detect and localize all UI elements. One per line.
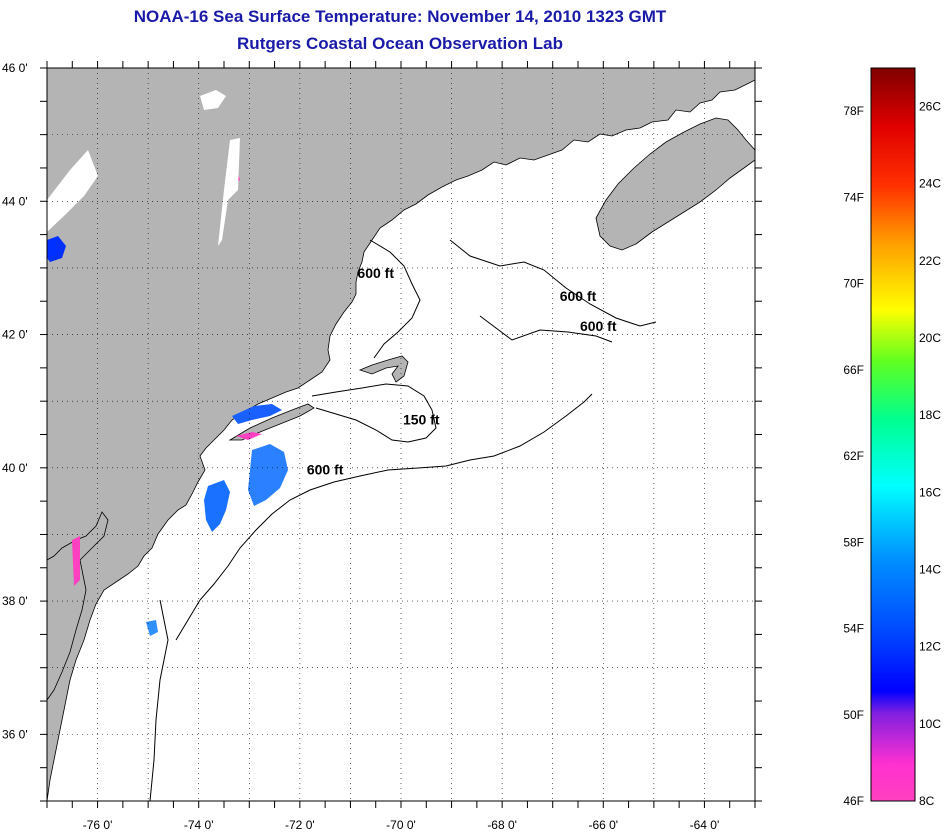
sst-patch-ny-bight xyxy=(204,480,230,532)
colorbar-f-label: 74F xyxy=(843,190,864,204)
lon-tick-label: -74 0' xyxy=(184,818,214,832)
lon-tick-label: -68 0' xyxy=(487,818,517,832)
sst-patch-nj-shelf xyxy=(248,444,288,506)
map-subtitle: Rutgers Coastal Ocean Observation Lab xyxy=(237,34,563,53)
contour-600ft-inner xyxy=(149,599,169,801)
colorbar-c-label: 12C xyxy=(919,640,941,654)
lat-tick-label: 40 0' xyxy=(2,461,28,475)
colorbar-c-label: 22C xyxy=(919,254,941,268)
contour-label: 150 ft xyxy=(403,412,440,428)
colorbar-c-label: 10C xyxy=(919,717,941,731)
contour-600ft-shelfbreak xyxy=(175,393,593,641)
land-cape-cod xyxy=(358,355,409,383)
lon-tick-label: -72 0' xyxy=(285,818,315,832)
colorbar-labels: 46F 50F 54F 58F 62F 66F 70F 74F 78F 8C 10C 12C 14C 16… xyxy=(843,100,941,808)
lat-tick-label: 38 0' xyxy=(2,594,28,608)
colorbar-c-label: 16C xyxy=(919,485,941,499)
colorbar-f-label: 50F xyxy=(843,708,864,722)
map-axes: 46 0' 44 0' 42 0' 40 0' 38 0' 36 0' -76 0' -74 … xyxy=(2,61,762,832)
colorbar-c-label: 8C xyxy=(919,794,935,808)
colorbar-f-label: 62F xyxy=(843,449,864,463)
colorbar-f-label: 78F xyxy=(843,104,864,118)
lake-white xyxy=(200,90,226,110)
lat-tick-label: 42 0' xyxy=(2,328,28,342)
lat-tick-label: 46 0' xyxy=(2,61,28,75)
land-us-mainland xyxy=(47,68,755,801)
sst-patch-chesapeake xyxy=(72,536,80,586)
lat-tick-label: 36 0' xyxy=(2,727,28,741)
contour-labels: 600 ft 600 ft 600 ft 150 ft 600 ft xyxy=(307,265,617,478)
colorbar-f-label: 70F xyxy=(843,277,864,291)
colorbar-f-label: 66F xyxy=(843,363,864,377)
map-grid xyxy=(47,68,755,801)
sst-patch-lake xyxy=(47,236,66,262)
lon-tick-label: -66 0' xyxy=(588,818,618,832)
lake-ontario-edge xyxy=(47,150,98,232)
colorbar-c-label: 20C xyxy=(919,331,941,345)
lon-tick-label: -76 0' xyxy=(83,818,113,832)
colorbar-f-label: 58F xyxy=(843,535,864,549)
colorbar-c-label: 14C xyxy=(919,563,941,577)
contour-150ft xyxy=(311,383,437,443)
colorbar-c-label: 26C xyxy=(919,100,941,114)
colorbar-c-label: 18C xyxy=(919,408,941,422)
map-title: NOAA-16 Sea Surface Temperature: Novembe… xyxy=(133,7,667,26)
sst-patch-delmarva xyxy=(146,620,158,636)
lake-champlain xyxy=(218,138,240,246)
contour-label: 600 ft xyxy=(357,265,394,281)
lon-tick-label: -64 0' xyxy=(690,818,720,832)
contour-600ft-gom xyxy=(369,239,657,359)
sst-patch-hudson xyxy=(236,432,262,440)
sst-patch-li-sound xyxy=(232,404,282,424)
colorbar xyxy=(870,67,916,802)
contour-label: 600 ft xyxy=(307,461,344,477)
land-nova-scotia xyxy=(595,117,755,251)
land-delmarva xyxy=(47,511,109,701)
lon-tick-label: -70 0' xyxy=(386,818,416,832)
colorbar-c-label: 24C xyxy=(919,177,941,191)
colorbar-f-label: 46F xyxy=(843,794,864,808)
colorbar-f-label: 54F xyxy=(843,622,864,636)
contour-label: 600 ft xyxy=(560,288,597,304)
lat-tick-label: 44 0' xyxy=(2,194,28,208)
contour-label: 600 ft xyxy=(580,318,617,334)
